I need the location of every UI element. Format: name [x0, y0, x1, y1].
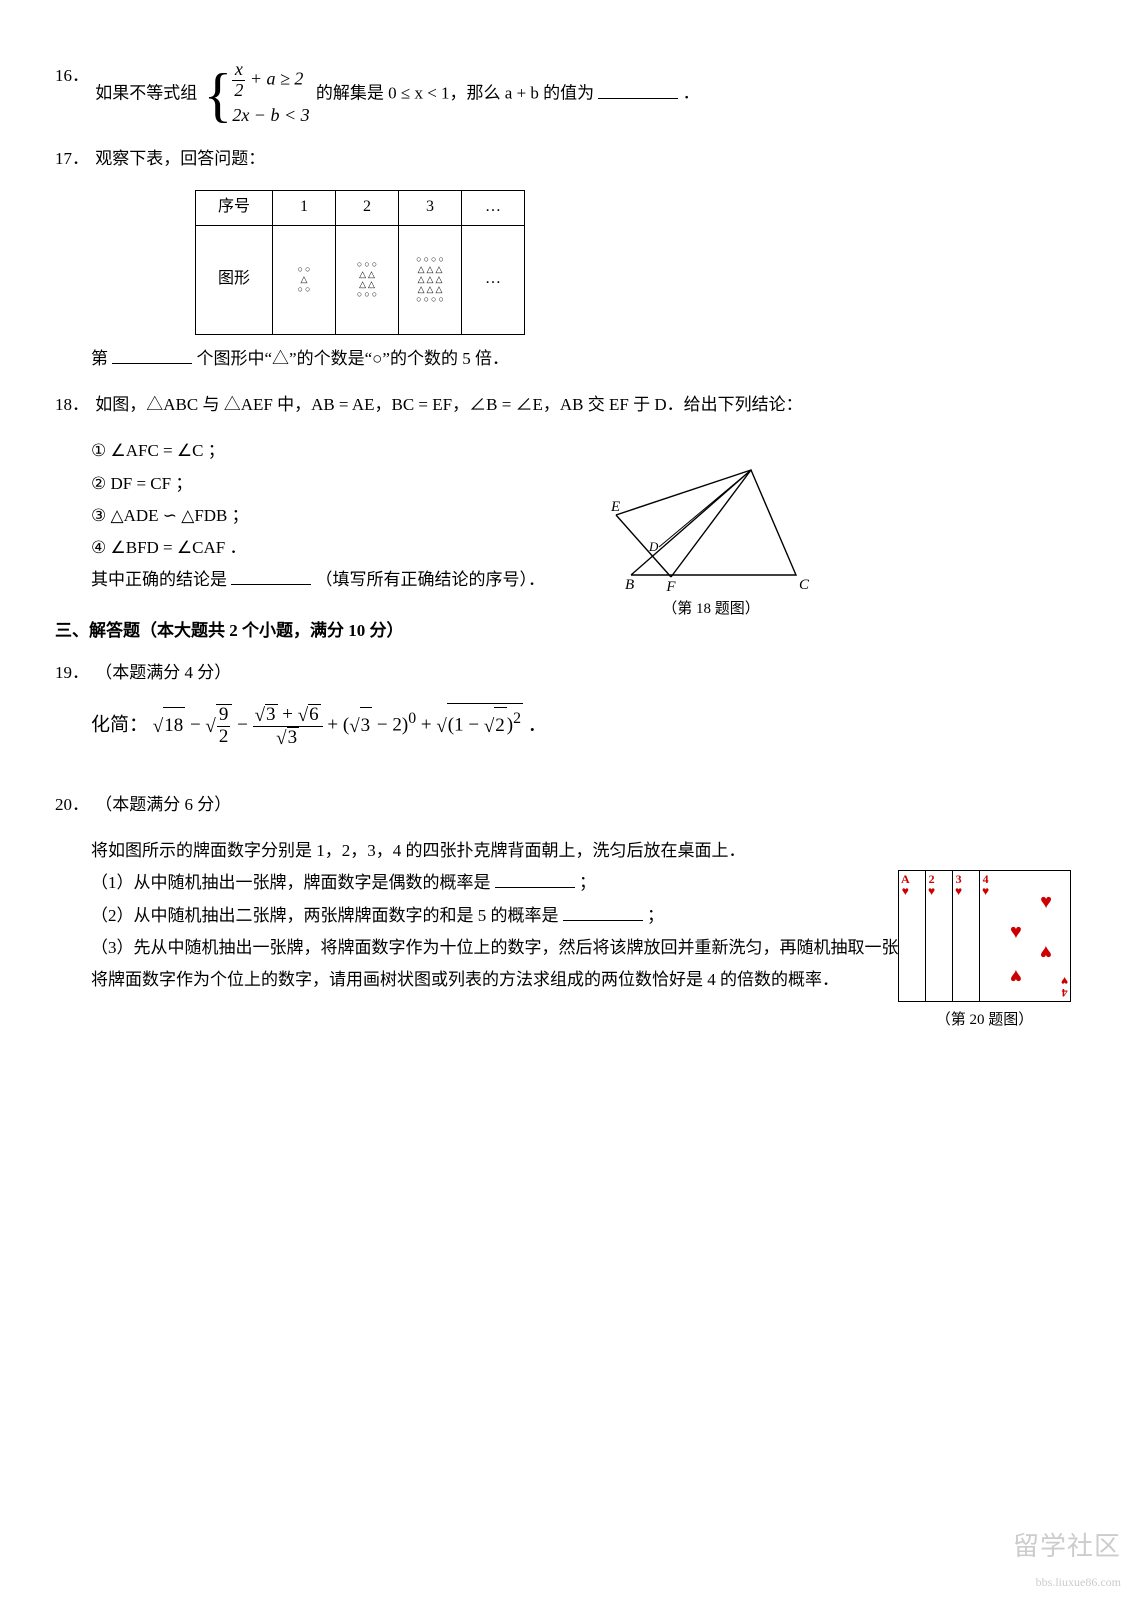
- q17-lead: 观察下表，回答问题：: [95, 149, 265, 168]
- q17-hdr3: 3: [399, 190, 462, 225]
- svg-text:D: D: [648, 539, 659, 554]
- q17-hdr0: 序号: [196, 190, 273, 225]
- q17-fig3: ○○○○ △△△ △△△ △△△ ○○○○: [399, 225, 462, 334]
- question-16: 16． 如果不等式组 { x2 + a ≥ 2 2x − b < 3 的解集是 …: [55, 60, 1076, 129]
- q17-row0: 图形: [196, 225, 273, 334]
- q18-number: 18．: [55, 389, 91, 421]
- q19-t4-exp: 0: [408, 710, 416, 727]
- q20-p2-post: ；: [647, 906, 664, 925]
- q16-number: 16．: [55, 60, 91, 92]
- watermark-title: 留学社区: [1013, 1532, 1121, 1561]
- card-4: 4♥ 4♥ ♥ ♥ ♥ ♥: [980, 871, 1070, 1001]
- q20-p2-pre: （2）从中随机抽出二张牌，两张牌牌面数字的和是 5 的概率是: [91, 906, 559, 925]
- q18-tail-post: （填写所有正确结论的序号）．: [316, 570, 546, 589]
- card-2: 2♥: [926, 871, 953, 1001]
- q19-t5-b: 2: [494, 707, 507, 744]
- q16-end: ．: [683, 84, 700, 103]
- q19-sqrt18: 18: [163, 707, 185, 744]
- q20-blank-2[interactable]: [563, 903, 643, 921]
- q17-hdr4: …: [462, 190, 525, 225]
- q18-tail-pre: 其中正确的结论是: [91, 570, 227, 589]
- card-3: 3♥: [953, 871, 980, 1001]
- q17-hdr2: 2: [336, 190, 399, 225]
- q16-pre: 如果不等式组: [95, 84, 197, 103]
- q20-blank-1[interactable]: [495, 870, 575, 888]
- q19-pre: 化简：: [91, 715, 148, 736]
- q16-cases: { x2 + a ≥ 2 2x − b < 3: [204, 60, 310, 129]
- q17-number: 17．: [55, 143, 91, 175]
- q19-t2-den: 2: [217, 727, 231, 748]
- svg-text:B: B: [625, 577, 634, 593]
- figure-20: A♥ 2♥ 3♥ 4♥ 4♥ ♥ ♥ ♥ ♥ （第 20 题图）: [898, 870, 1071, 1035]
- figure-18-caption: （第 18 题图）: [611, 595, 811, 624]
- q19-t3-sqrt6: 6: [308, 704, 321, 726]
- q18-blank[interactable]: [231, 567, 311, 585]
- section-3-heading: 三、解答题（本大题共 2 个小题，满分 10 分）: [55, 615, 1076, 647]
- q18-tail: 其中正确的结论是 （填写所有正确结论的序号）．: [91, 564, 1076, 596]
- q19-t4-base: 3: [360, 707, 373, 744]
- q19-t3-den: 3: [287, 727, 300, 749]
- figure-20-caption: （第 20 题图）: [898, 1006, 1071, 1035]
- q19-expression: 化简： 18 − 92 − 3 + 6 3 + (3 − 2)0 + (1 − …: [91, 703, 1076, 748]
- q19-t2-num: 9: [217, 705, 231, 726]
- q18-opt2: ② DF = CF ；: [91, 468, 1076, 500]
- q17-fig2: ○○○ △△ △△ ○○○: [336, 225, 399, 334]
- q20-p1-post: ；: [579, 873, 596, 892]
- q18-opt4: ④ ∠BFD = ∠CAF ．: [91, 532, 1076, 564]
- svg-text:C: C: [799, 577, 810, 593]
- q17-hdr1: 1: [273, 190, 336, 225]
- q17-tail-pre: 第: [91, 349, 108, 368]
- card-1: A♥: [899, 871, 926, 1001]
- q16-case1-rest: + a ≥ 2: [250, 68, 304, 88]
- q20-number: 20．: [55, 789, 91, 821]
- q20-lead: （本题满分 6 分）: [95, 795, 231, 814]
- q16-mid: 的解集是 0 ≤ x < 1，那么 a + b 的值为: [316, 84, 594, 103]
- q17-blank[interactable]: [112, 346, 192, 364]
- q17-tail: 第 个图形中“△”的个数是“○”的个数的 5 倍．: [91, 343, 1076, 375]
- svg-text:A: A: [745, 465, 756, 467]
- q19-end: ．: [528, 715, 547, 736]
- q17-fig1: ○○ △ ○○: [273, 225, 336, 334]
- question-17: 17． 观察下表，回答问题：: [55, 143, 1076, 175]
- watermark-url: bbs.liuxue86.com: [1013, 1571, 1121, 1594]
- q19-t5-exp: 2: [513, 710, 521, 727]
- q17-row4: …: [462, 225, 525, 334]
- figure-18: A B C E F D （第 18 题图）: [611, 465, 811, 624]
- q16-frac-num: x: [232, 60, 245, 80]
- q16-case2: 2x − b < 3: [232, 101, 309, 130]
- question-20: 20． （本题满分 6 分）: [55, 789, 1076, 821]
- question-18: 18． 如图，△ABC 与 △AEF 中，AB = AE，BC = EF，∠B …: [55, 389, 1076, 421]
- triangle-diagram-icon: A B C E F D: [611, 465, 811, 595]
- watermark: 留学社区 bbs.liuxue86.com: [1013, 1522, 1121, 1594]
- q18-lead: 如图，△ABC 与 △AEF 中，AB = AE，BC = EF，∠B = ∠E…: [95, 395, 802, 414]
- svg-text:E: E: [611, 499, 620, 515]
- q20-p0: 将如图所示的牌面数字分别是 1，2，3，4 的四张扑克牌背面朝上，洗匀后放在桌面…: [91, 835, 811, 867]
- q17-tail-post: 个图形中“△”的个数是“○”的个数的 5 倍．: [197, 349, 509, 368]
- q16-frac-den: 2: [232, 81, 245, 101]
- q18-opt3: ③ △ADE ∽ △FDB ；: [91, 500, 1076, 532]
- q19-t5-a: 1: [454, 715, 464, 736]
- q20-p1-pre: （1）从中随机抽出一张牌，牌面数字是偶数的概率是: [91, 873, 491, 892]
- svg-text:F: F: [665, 579, 676, 595]
- left-brace-icon: {: [204, 65, 233, 125]
- q16-blank[interactable]: [598, 81, 678, 99]
- question-19: 19． （本题满分 4 分）: [55, 657, 1076, 689]
- q19-number: 19．: [55, 657, 91, 689]
- q19-lead: （本题满分 4 分）: [95, 663, 231, 682]
- q17-table: 序号 1 2 3 … 图形 ○○ △ ○○ ○○○ △△ △△ ○○○ ○○○○…: [195, 190, 525, 335]
- q18-opt1: ① ∠AFC = ∠C ；: [91, 435, 1076, 467]
- q19-t3-sqrt3a: 3: [265, 704, 278, 726]
- playing-cards-icon: A♥ 2♥ 3♥ 4♥ 4♥ ♥ ♥ ♥ ♥: [898, 870, 1071, 1002]
